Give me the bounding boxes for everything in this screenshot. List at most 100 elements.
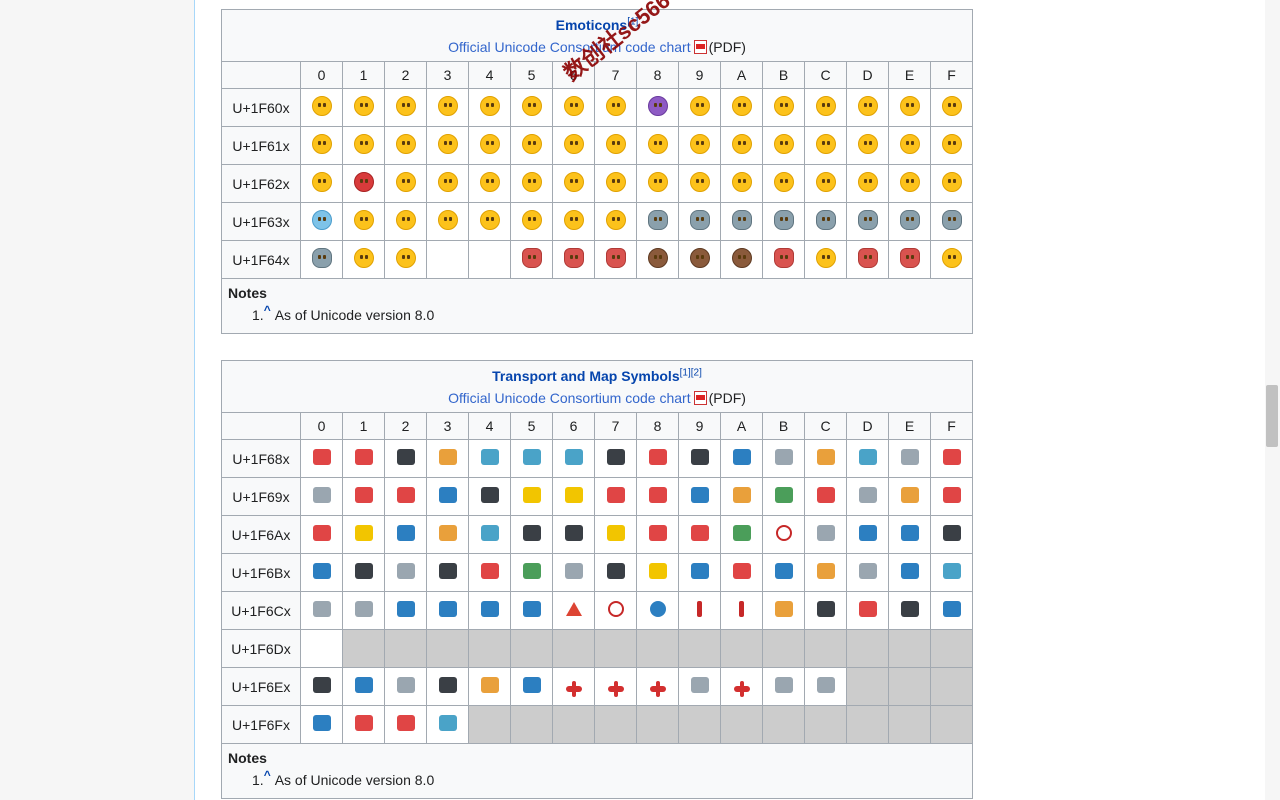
symbol-cell[interactable] xyxy=(720,591,763,630)
symbol-cell[interactable] xyxy=(846,164,889,203)
symbol-cell[interactable] xyxy=(342,88,385,127)
symbol-cell[interactable] xyxy=(930,515,973,554)
symbol-cell[interactable] xyxy=(720,553,763,592)
chart-link[interactable]: Official Unicode Consortium code chart xyxy=(448,39,691,55)
symbol-cell[interactable] xyxy=(300,202,343,241)
symbol-cell[interactable] xyxy=(510,553,553,592)
symbol-cell[interactable] xyxy=(636,439,679,478)
symbol-cell[interactable] xyxy=(846,477,889,516)
title-reference[interactable]: [1][2] xyxy=(679,367,702,379)
symbol-cell[interactable] xyxy=(510,126,553,165)
symbol-cell[interactable] xyxy=(552,477,595,516)
symbol-cell[interactable] xyxy=(930,126,973,165)
symbol-cell[interactable] xyxy=(594,439,637,478)
symbol-cell[interactable] xyxy=(636,202,679,241)
symbol-cell[interactable] xyxy=(846,202,889,241)
symbol-cell[interactable] xyxy=(342,477,385,516)
symbol-cell[interactable] xyxy=(426,88,469,127)
symbol-cell[interactable] xyxy=(510,667,553,706)
symbol-cell[interactable] xyxy=(342,591,385,630)
symbol-cell[interactable] xyxy=(930,202,973,241)
symbol-cell[interactable] xyxy=(552,667,595,706)
symbol-cell[interactable] xyxy=(552,126,595,165)
symbol-cell[interactable] xyxy=(342,202,385,241)
symbol-cell[interactable] xyxy=(552,202,595,241)
symbol-cell[interactable] xyxy=(384,705,427,744)
symbol-cell[interactable] xyxy=(342,240,385,279)
symbol-cell[interactable] xyxy=(594,164,637,203)
symbol-cell[interactable] xyxy=(510,515,553,554)
symbol-cell[interactable] xyxy=(594,477,637,516)
symbol-cell[interactable] xyxy=(552,164,595,203)
symbol-cell[interactable] xyxy=(930,553,973,592)
symbol-cell[interactable] xyxy=(510,240,553,279)
symbol-cell[interactable] xyxy=(888,553,931,592)
symbol-cell[interactable] xyxy=(636,477,679,516)
symbol-cell[interactable] xyxy=(594,126,637,165)
symbol-cell[interactable] xyxy=(300,515,343,554)
symbol-cell[interactable] xyxy=(762,477,805,516)
symbol-cell[interactable] xyxy=(552,591,595,630)
symbol-cell[interactable] xyxy=(342,126,385,165)
symbol-cell[interactable] xyxy=(762,591,805,630)
symbol-cell[interactable] xyxy=(804,88,847,127)
symbol-cell[interactable] xyxy=(678,667,721,706)
symbol-cell[interactable] xyxy=(384,126,427,165)
symbol-cell[interactable] xyxy=(888,515,931,554)
symbol-cell[interactable] xyxy=(762,240,805,279)
symbol-cell[interactable] xyxy=(678,88,721,127)
table-title[interactable]: Emoticons xyxy=(555,17,628,33)
symbol-cell[interactable] xyxy=(594,553,637,592)
symbol-cell[interactable] xyxy=(762,553,805,592)
symbol-cell[interactable] xyxy=(678,439,721,478)
symbol-cell[interactable] xyxy=(426,553,469,592)
symbol-cell[interactable] xyxy=(300,553,343,592)
symbol-cell[interactable] xyxy=(720,202,763,241)
symbol-cell[interactable] xyxy=(636,126,679,165)
symbol-cell[interactable] xyxy=(594,240,637,279)
symbol-cell[interactable] xyxy=(384,202,427,241)
symbol-cell[interactable] xyxy=(846,553,889,592)
symbol-cell[interactable] xyxy=(888,439,931,478)
symbol-cell[interactable] xyxy=(888,591,931,630)
symbol-cell[interactable] xyxy=(342,667,385,706)
symbol-cell[interactable] xyxy=(930,591,973,630)
symbol-cell[interactable] xyxy=(720,515,763,554)
symbol-cell[interactable] xyxy=(300,591,343,630)
symbol-cell[interactable] xyxy=(846,240,889,279)
symbol-cell[interactable] xyxy=(678,553,721,592)
symbol-cell[interactable] xyxy=(552,515,595,554)
symbol-cell[interactable] xyxy=(720,126,763,165)
symbol-cell[interactable] xyxy=(720,667,763,706)
symbol-cell[interactable] xyxy=(426,705,469,744)
symbol-cell[interactable] xyxy=(762,88,805,127)
symbol-cell[interactable] xyxy=(384,591,427,630)
symbol-cell[interactable] xyxy=(636,667,679,706)
symbol-cell[interactable] xyxy=(426,477,469,516)
symbol-cell[interactable] xyxy=(888,202,931,241)
symbol-cell[interactable] xyxy=(678,126,721,165)
symbol-cell[interactable] xyxy=(678,240,721,279)
symbol-cell[interactable] xyxy=(300,477,343,516)
symbol-cell[interactable] xyxy=(804,477,847,516)
symbol-cell[interactable] xyxy=(300,240,343,279)
symbol-cell[interactable] xyxy=(888,126,931,165)
symbol-cell[interactable] xyxy=(888,88,931,127)
symbol-cell[interactable] xyxy=(846,439,889,478)
symbol-cell[interactable] xyxy=(762,164,805,203)
symbol-cell[interactable] xyxy=(300,705,343,744)
symbol-cell[interactable] xyxy=(888,164,931,203)
symbol-cell[interactable] xyxy=(426,515,469,554)
symbol-cell[interactable] xyxy=(552,439,595,478)
symbol-cell[interactable] xyxy=(300,164,343,203)
symbol-cell[interactable] xyxy=(510,477,553,516)
symbol-cell[interactable] xyxy=(594,88,637,127)
symbol-cell[interactable] xyxy=(930,240,973,279)
symbol-cell[interactable] xyxy=(804,240,847,279)
symbol-cell[interactable] xyxy=(846,88,889,127)
note-backlink[interactable]: ^ xyxy=(263,303,271,318)
symbol-cell[interactable] xyxy=(888,477,931,516)
symbol-cell[interactable] xyxy=(342,705,385,744)
symbol-cell[interactable] xyxy=(342,553,385,592)
symbol-cell[interactable] xyxy=(678,164,721,203)
